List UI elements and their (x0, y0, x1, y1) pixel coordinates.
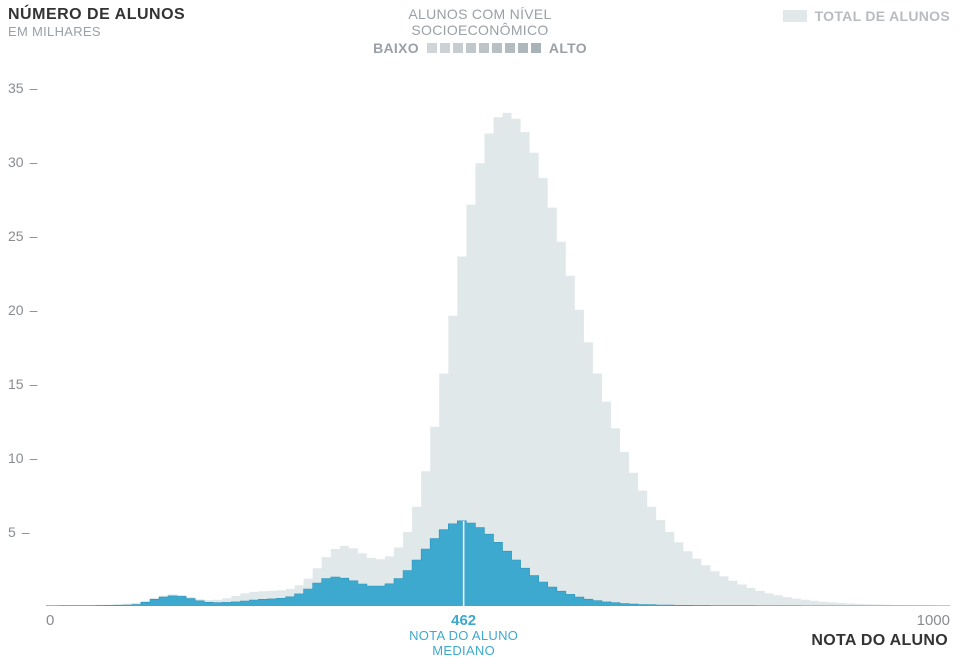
median-label: 462NOTA DO ALUNOMEDIANO (409, 612, 518, 659)
legend-gradient-step (518, 43, 528, 53)
y-tick: 30– (8, 154, 37, 170)
legend-gradient-step (466, 43, 476, 53)
x-axis-title: NOTA DO ALUNO (811, 632, 948, 650)
legend-gradient-step (427, 43, 437, 53)
y-tick: 5– (8, 524, 30, 540)
y-tick: 35– (8, 80, 37, 96)
plot-area (46, 58, 950, 606)
y-tick: 15– (8, 376, 37, 392)
legend-gradient-step (440, 43, 450, 53)
y-tick: 25– (8, 228, 37, 244)
legend-gradient-step (531, 43, 541, 53)
legend-total-label: TOTAL DE ALUNOS (815, 8, 950, 24)
legend-high-label: ALTO (549, 40, 587, 56)
total-series (46, 113, 950, 606)
y-tick: 20– (8, 302, 37, 318)
legend-gradient-step (492, 43, 502, 53)
legend-gradient-step (505, 43, 515, 53)
legend-total: TOTAL DE ALUNOS (783, 8, 950, 24)
legend-total-swatch (783, 10, 807, 22)
legend-line2: SOCIOECONÔMICO (0, 22, 960, 38)
chart-container: NÚMERO DE ALUNOS EM MILHARES ALUNOS COM … (0, 0, 960, 671)
x-tick: 1000 (917, 612, 950, 629)
x-tick: 0 (46, 612, 54, 629)
legend-gradient-step (479, 43, 489, 53)
legend-gradient (427, 43, 541, 53)
chart-svg (46, 58, 950, 606)
y-tick: 10– (8, 450, 37, 466)
legend-low-label: BAIXO (373, 40, 419, 56)
legend-gradient-step (453, 43, 463, 53)
